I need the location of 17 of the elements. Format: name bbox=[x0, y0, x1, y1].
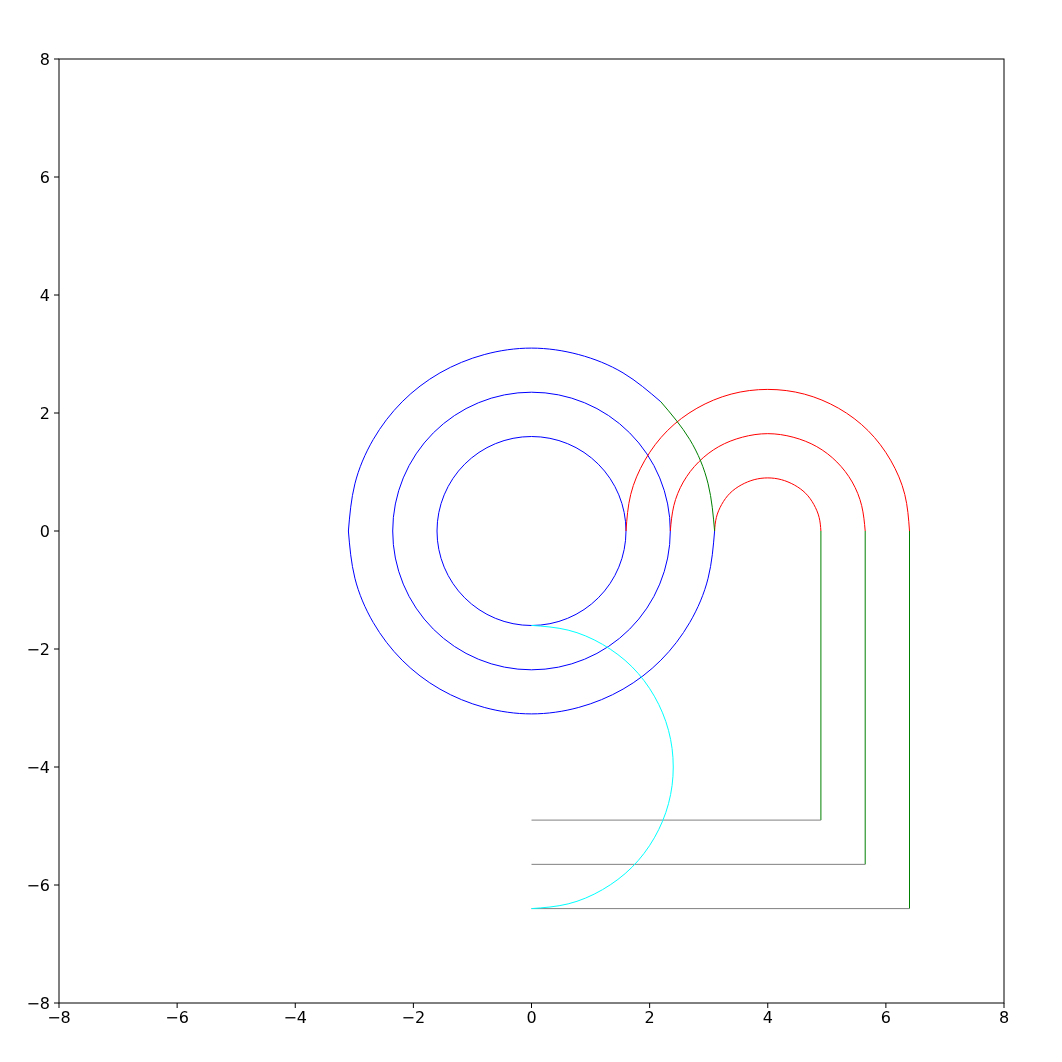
x-tick-label: 2 bbox=[644, 1008, 655, 1027]
y-tick-label: 0 bbox=[39, 521, 50, 541]
x-tick-label: −2 bbox=[401, 1008, 426, 1027]
y-tick-label: 8 bbox=[39, 49, 50, 69]
y-tick-label: −6 bbox=[26, 875, 50, 895]
y-tick-label: 6 bbox=[39, 167, 50, 187]
x-tick-label: −6 bbox=[165, 1008, 189, 1027]
y-tick-label: −8 bbox=[26, 993, 50, 1013]
x-tick-label: 4 bbox=[762, 1008, 773, 1027]
y-tick-label: 4 bbox=[39, 285, 50, 305]
x-tick-label: −4 bbox=[283, 1008, 308, 1027]
x-tick-label: 0 bbox=[526, 1008, 537, 1027]
y-tick-label: 2 bbox=[39, 403, 50, 423]
y-tick-label: −4 bbox=[26, 757, 50, 777]
y-tick-label: −2 bbox=[26, 639, 50, 659]
x-tick-label: 8 bbox=[998, 1008, 1010, 1027]
x-tick-label: 6 bbox=[880, 1008, 891, 1027]
